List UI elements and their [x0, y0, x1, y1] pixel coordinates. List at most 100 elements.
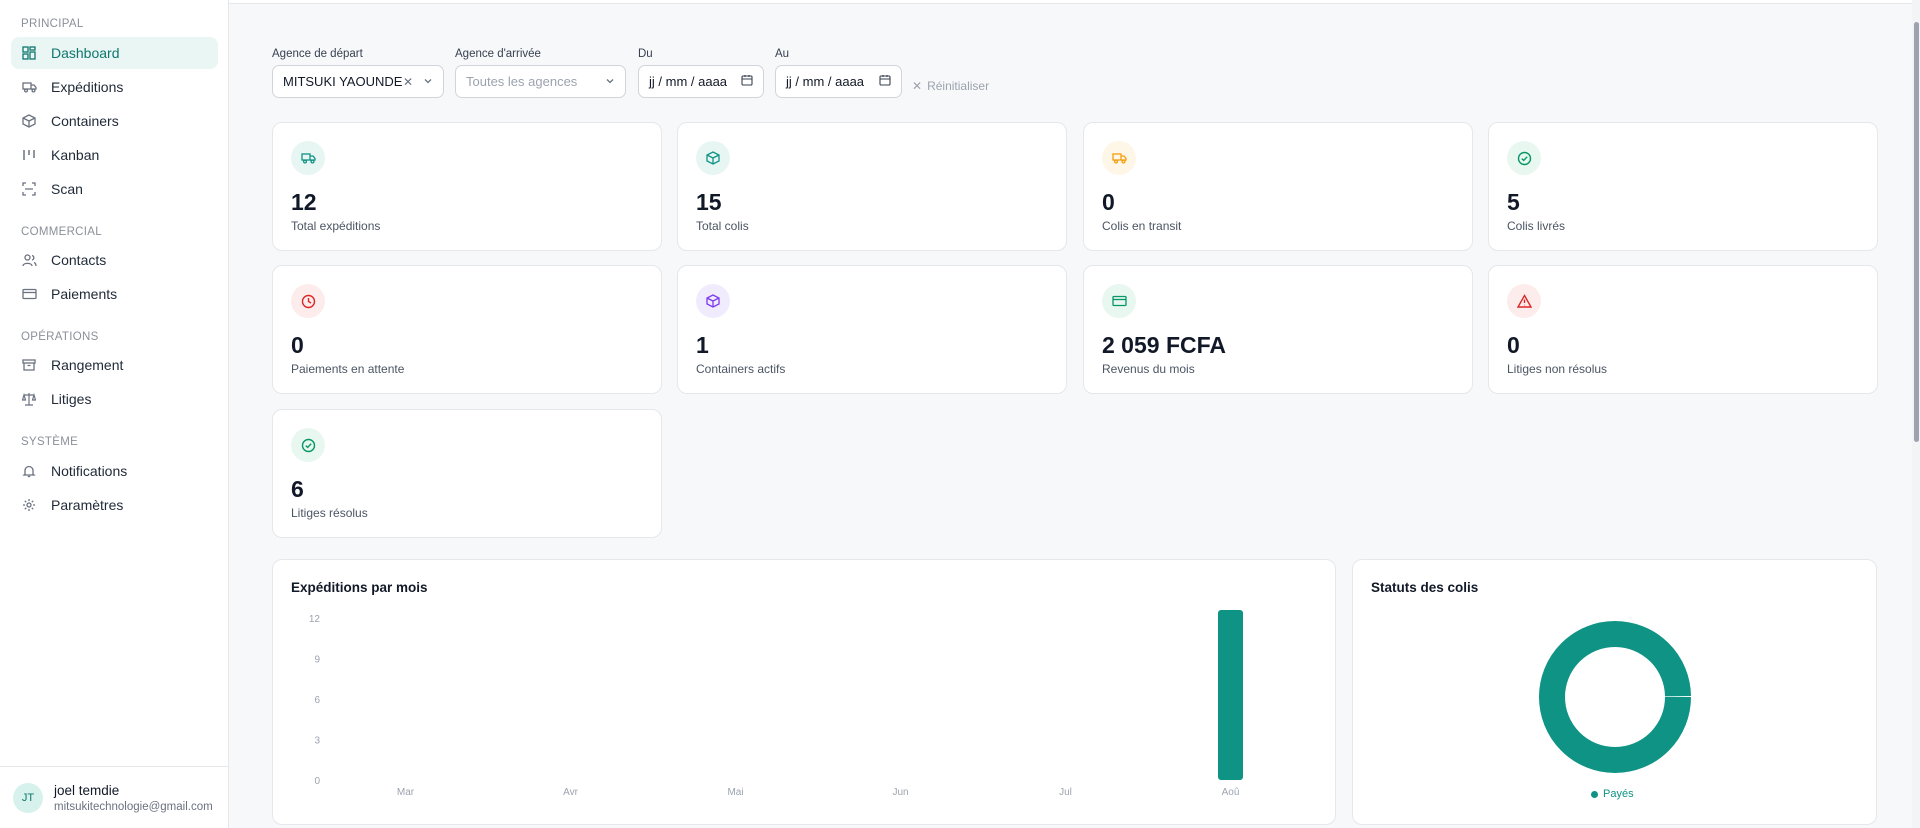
dashboard-icon — [21, 45, 37, 61]
arrival-select[interactable]: Toutes les agences — [455, 65, 626, 98]
departure-label: Agence de départ — [272, 48, 363, 60]
clock-icon — [291, 284, 325, 318]
x-tick-label: Mar — [397, 787, 415, 798]
stat-label: Containers actifs — [696, 362, 786, 376]
stat-card: 12 Total expéditions — [272, 122, 662, 251]
y-tick-label: 0 — [314, 776, 320, 787]
section-label-opérations: OPÉRATIONS — [21, 331, 99, 343]
card-icon — [1102, 284, 1136, 318]
x-tick-label: Avr — [563, 787, 578, 798]
sidebar-item-label: Rangement — [51, 357, 124, 373]
sidebar-item-parametres[interactable]: Paramètres — [11, 489, 218, 521]
stat-card: 0 Litiges non résolus — [1488, 265, 1878, 394]
x-tick-label: Aoû — [1222, 787, 1240, 798]
arrival-filter: Agence d'arrivée Toutes les agences — [455, 48, 626, 98]
calendar-icon[interactable] — [741, 74, 753, 89]
bar[interactable] — [1218, 610, 1243, 780]
sidebar-item-label: Contacts — [51, 252, 107, 268]
stat-label: Total expéditions — [291, 219, 381, 233]
user-name: joel temdie — [54, 782, 120, 798]
x-tick-label: Jul — [1059, 787, 1072, 798]
section-label-principal: PRINCIPAL — [21, 18, 84, 30]
kanban-icon — [21, 147, 37, 163]
bar-chart: 0 3 6 9 12 Mar Avr Mai Jun Jul Aoû — [309, 610, 1243, 798]
stat-value: 5 — [1507, 189, 1520, 215]
section-label-commercial: COMMERCIAL — [21, 226, 102, 238]
donut-chart — [1539, 621, 1691, 773]
sidebar-item-label: Notifications — [51, 463, 128, 479]
chevron-down-icon[interactable] — [605, 75, 615, 89]
stat-card: 0 Colis en transit — [1083, 122, 1473, 251]
bell-icon — [21, 463, 37, 479]
scroll-thumb[interactable] — [1914, 22, 1919, 442]
status-legend: Payés — [1591, 788, 1634, 800]
arrival-placeholder: Toutes les agences — [466, 74, 578, 89]
sidebar-item-label: Litiges — [51, 391, 92, 407]
departure-value: MITSUKI YAOUNDE — [283, 74, 403, 89]
sidebar-item-scan[interactable]: Scan — [11, 173, 218, 205]
date-from-value: jj / mm / aaaa — [649, 74, 728, 89]
stat-label: Revenus du mois — [1102, 362, 1195, 376]
sidebar-item-label: Scan — [51, 181, 83, 197]
truck-icon — [291, 141, 325, 175]
date-to-input[interactable]: jj / mm / aaaa — [775, 65, 902, 98]
date-to-value: jj / mm / aaaa — [786, 74, 865, 89]
stat-label: Colis livrés — [1507, 219, 1566, 233]
date-from-input[interactable]: jj / mm / aaaa — [638, 65, 764, 98]
date-from-filter: Du jj / mm / aaaa — [638, 48, 764, 98]
x-tick-label: Mai — [727, 787, 743, 798]
sidebar-item-contacts[interactable]: Contacts — [11, 244, 218, 276]
scale-icon — [21, 391, 37, 407]
sidebar-item-dashboard[interactable]: Dashboard — [11, 37, 218, 69]
sidebar-item-label: Containers — [51, 113, 119, 129]
sidebar-item-litiges[interactable]: Litiges — [11, 383, 218, 415]
pie-slice[interactable] — [1539, 621, 1691, 773]
reset-button[interactable]: ✕ Réinitialiser — [912, 79, 989, 93]
close-icon: ✕ — [912, 79, 923, 93]
y-tick-label: 9 — [314, 655, 320, 666]
sidebar-item-containers[interactable]: Containers — [11, 105, 218, 137]
stat-value: 0 — [1507, 332, 1520, 358]
stat-value: 15 — [696, 189, 722, 215]
sidebar-item-paiements[interactable]: Paiements — [11, 278, 218, 310]
stat-card: 15 Total colis — [677, 122, 1067, 251]
y-tick-label: 12 — [309, 614, 321, 625]
clear-icon[interactable]: ✕ — [402, 74, 413, 89]
card-icon — [21, 286, 37, 302]
chevron-down-icon[interactable] — [423, 75, 433, 89]
sidebar-item-label: Expéditions — [51, 79, 124, 95]
departure-select[interactable]: MITSUKI YAOUNDE ✕ — [272, 65, 444, 98]
shipments-chart-panel: Expéditions par mois 0 3 6 9 12 Mar Avr Mai Jun J… — [272, 559, 1336, 825]
stat-label: Total colis — [696, 219, 749, 233]
sidebar-item-rangement[interactable]: Rangement — [11, 349, 218, 381]
sidebar-item-label: Dashboard — [51, 45, 120, 61]
sidebar-item-kanban[interactable]: Kanban — [11, 139, 218, 171]
arrival-label: Agence d'arrivée — [455, 48, 541, 60]
box-icon — [696, 284, 730, 318]
top-bar — [229, 0, 1920, 4]
stat-label: Paiements en attente — [291, 362, 405, 376]
avatar: JT — [13, 782, 43, 813]
stat-value: 0 — [1102, 189, 1115, 215]
sidebar: PRINCIPAL Dashboard Expéditions Containers K… — [0, 0, 229, 828]
stat-card: 1 Containers actifs — [677, 265, 1067, 394]
legend-dot — [1591, 790, 1598, 798]
stat-value: 1 — [696, 332, 709, 358]
stat-value: 6 — [291, 476, 304, 502]
truck-icon — [21, 79, 37, 95]
calendar-icon[interactable] — [879, 74, 891, 89]
stat-value: 2 059 FCFA — [1102, 332, 1226, 358]
scrollbar[interactable] — [1912, 0, 1920, 828]
departure-filter: Agence de départ MITSUKI YAOUNDE ✕ — [272, 48, 444, 98]
stat-label: Colis en transit — [1102, 219, 1182, 233]
date-to-label: Au — [775, 48, 790, 60]
sidebar-item-expeditions[interactable]: Expéditions — [11, 71, 218, 103]
status-chart-panel: Statuts des colis Payés — [1352, 559, 1877, 825]
user-profile[interactable]: JT joel temdie mitsukitechnologie@gmail.co… — [0, 766, 229, 828]
sidebar-item-notifications[interactable]: Notifications — [11, 455, 218, 487]
sidebar-item-label: Kanban — [51, 147, 100, 163]
alert-icon — [1507, 284, 1541, 318]
sidebar-item-label: Paiements — [51, 286, 118, 302]
stat-card: 6 Litiges résolus — [272, 409, 662, 538]
sidebar-item-label: Paramètres — [51, 497, 124, 513]
